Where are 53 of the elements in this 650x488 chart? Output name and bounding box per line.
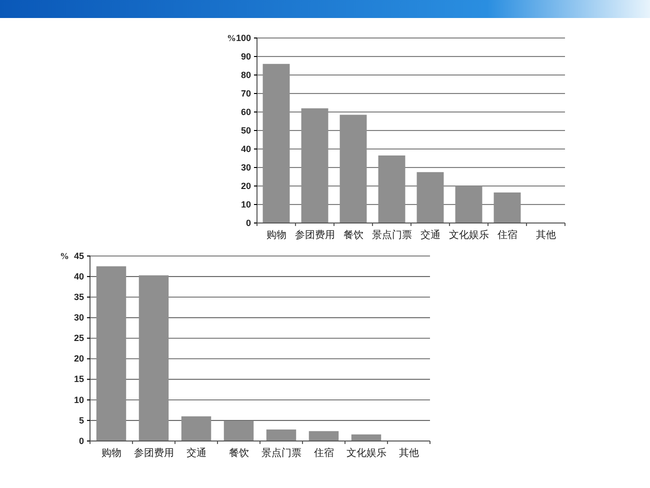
x-tick-label: 文化娱乐 (346, 447, 386, 460)
y-axis-title: % (227, 33, 236, 43)
bar (494, 192, 521, 223)
y-tick-label: 10 (74, 394, 84, 405)
y-tick-label: 10 (240, 199, 251, 210)
y-tick-label: 20 (240, 180, 251, 191)
y-tick-label: 25 (74, 333, 84, 344)
bar (181, 416, 212, 441)
y-tick-label: 50 (240, 125, 251, 136)
y-tick-label: 100 (236, 32, 251, 43)
x-tick-label: 景点门票 (261, 447, 302, 460)
y-tick-label: 0 (78, 436, 84, 446)
y-tick-label: 5 (78, 415, 84, 426)
x-tick-label: 交通 (420, 229, 440, 242)
x-tick-label: 餐饮 (343, 229, 364, 242)
x-tick-label: 购物 (266, 230, 286, 242)
y-tick-label: 30 (240, 162, 251, 172)
x-tick-label: 文化娱乐 (448, 229, 489, 242)
bar (351, 434, 382, 441)
bar (416, 172, 444, 223)
bar (301, 108, 328, 223)
bar (96, 266, 126, 441)
y-tick-label: 90 (240, 51, 251, 62)
y-tick-label: 70 (240, 88, 251, 98)
y-tick-label: 35 (74, 292, 84, 302)
x-tick-label: 购物 (101, 448, 122, 460)
y-tick-label: 80 (240, 70, 251, 80)
y-tick-label: 30 (74, 312, 84, 323)
x-tick-label: 参团费用 (134, 447, 174, 460)
y-tick-label: 20 (74, 354, 84, 364)
bar (224, 420, 254, 441)
bar (340, 114, 367, 223)
x-tick-label: 餐饮 (228, 447, 249, 460)
bar (455, 186, 482, 223)
y-axis-title: % (60, 251, 69, 261)
x-tick-label: 景点门票 (372, 229, 412, 242)
y-tick-label: 40 (240, 144, 251, 154)
y-tick-label: 45 (74, 250, 84, 261)
x-tick-label: 其他 (398, 447, 419, 460)
bar (138, 275, 169, 441)
x-tick-label: 住宿 (314, 447, 334, 460)
bar (262, 64, 290, 223)
y-tick-label: 0 (246, 218, 251, 228)
x-tick-label: 参团费用 (294, 229, 335, 242)
x-tick-label: 住宿 (497, 229, 518, 242)
y-tick-label: 60 (240, 106, 251, 117)
bar (266, 429, 296, 441)
bar (378, 155, 406, 223)
x-tick-label: 交通 (186, 447, 206, 460)
y-tick-label: 40 (74, 271, 84, 282)
bar (308, 431, 339, 441)
x-tick-label: 其他 (536, 229, 556, 242)
y-tick-label: 15 (74, 374, 84, 384)
